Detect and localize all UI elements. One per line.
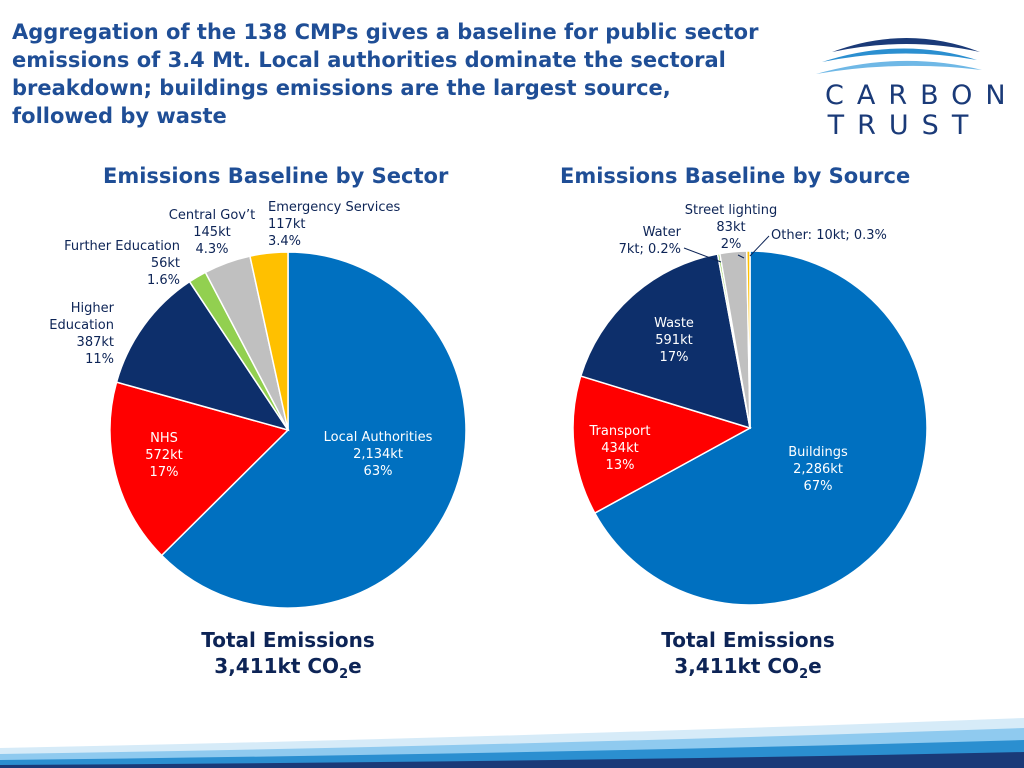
data-label-further-education: Further Education 56kt 1.6% xyxy=(64,239,180,288)
source-pie: Buildings 2,286kt 67% Transport 434kt 13% Wast… xyxy=(572,203,928,606)
sector-total: Total Emissions 3,411kt CO2e xyxy=(138,627,438,688)
data-label-nhs: NHS 572kt 17% xyxy=(145,431,182,480)
leader-line-street-lighting xyxy=(737,254,745,259)
source-chart-title: Emissions Baseline by Source xyxy=(560,164,911,188)
leader-line-other xyxy=(749,235,770,257)
pie-slice-nhs xyxy=(109,381,290,557)
slide-headline: Aggregation of the 138 CMPs gives a base… xyxy=(12,20,759,128)
data-label-transport: Transport 434kt 13% xyxy=(588,424,650,473)
data-label-central-gov-t: Central Gov’t 145kt 4.3% xyxy=(169,208,255,257)
pie-slice-waste xyxy=(579,253,751,430)
source-total-value: 3,411kt CO2e xyxy=(674,654,822,682)
pie-slice-buildings xyxy=(593,250,928,606)
logo-word-carbon: CARBON xyxy=(825,80,1019,111)
sector-pie: Local Authorities 2,134kt 63% NHS 572kt 17% Hi… xyxy=(49,200,467,609)
data-label-emergency-services: Emergency Services 117kt 3.4% xyxy=(268,200,400,249)
source-total-label: Total Emissions xyxy=(661,628,835,652)
logo-word-trust: TRUST xyxy=(827,110,982,141)
pie-slice-transport xyxy=(572,375,752,515)
data-label-buildings: Buildings 2,286kt 67% xyxy=(788,445,848,494)
sector-chart-title: Emissions Baseline by Sector xyxy=(103,164,449,188)
sector-total-value: 3,411kt CO2e xyxy=(214,654,362,682)
sector-total-label: Total Emissions xyxy=(201,628,375,652)
data-label-street-lighting: Street lighting 83kt 2% xyxy=(685,203,778,252)
data-label-other: Other: 10kt; 0.3% xyxy=(771,228,887,243)
source-total: Total Emissions 3,411kt CO2e xyxy=(598,627,898,688)
leader-line-water xyxy=(683,247,722,263)
carbon-trust-logo: CARBON TRUST xyxy=(812,30,1019,142)
data-label-water: Water 7kt; 0.2% xyxy=(619,225,682,257)
footer-wave-decoration xyxy=(0,718,1024,768)
pie-slice-emergency-services xyxy=(249,251,289,431)
pie-slice-other xyxy=(745,250,751,429)
data-label-waste: Waste 591kt 17% xyxy=(654,316,694,365)
data-label-higher-education: Higher Education 387kt 11% xyxy=(49,301,114,367)
data-label-local-authorities: Local Authorities 2,134kt 63% xyxy=(324,430,433,479)
pie-slice-local-authorities xyxy=(160,251,467,609)
logo-swoosh-icon xyxy=(816,38,982,74)
pie-slice-higher-education xyxy=(115,280,290,432)
